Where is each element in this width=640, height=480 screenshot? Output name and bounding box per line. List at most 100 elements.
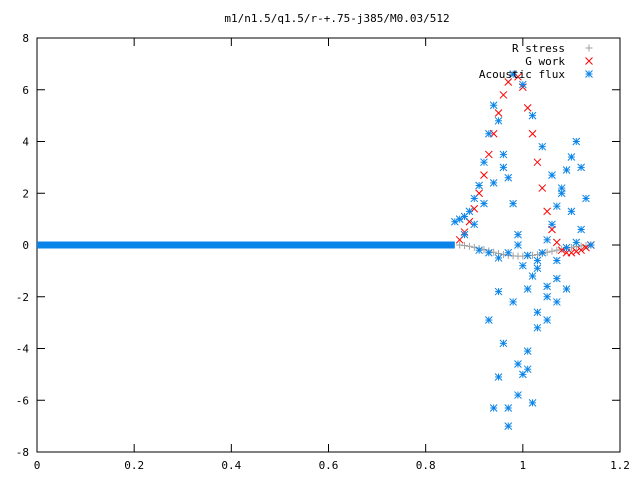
data-point bbox=[514, 391, 522, 399]
data-point bbox=[489, 179, 498, 187]
data-point bbox=[548, 220, 556, 229]
data-point bbox=[582, 194, 590, 203]
data-point bbox=[518, 261, 527, 270]
data-point bbox=[528, 272, 537, 280]
x-tick-label: 0.4 bbox=[221, 459, 241, 472]
data-point bbox=[494, 109, 503, 117]
data-point bbox=[528, 398, 537, 407]
data-point bbox=[533, 264, 542, 273]
y-tick-label: 4 bbox=[22, 136, 29, 149]
data-point bbox=[489, 101, 498, 110]
data-point bbox=[499, 339, 508, 348]
data-point bbox=[577, 163, 585, 172]
y-tick-label: 6 bbox=[22, 84, 29, 97]
data-point bbox=[567, 207, 576, 216]
data-point bbox=[499, 163, 508, 172]
data-point bbox=[484, 316, 493, 324]
data-point bbox=[538, 142, 547, 151]
data-point bbox=[499, 251, 507, 259]
data-point bbox=[518, 370, 527, 379]
data-point bbox=[465, 207, 474, 216]
x-tick-label: 1.2 bbox=[610, 459, 630, 472]
data-point bbox=[504, 173, 513, 182]
data-point bbox=[528, 111, 537, 120]
data-point bbox=[562, 243, 571, 252]
data-point bbox=[484, 150, 493, 159]
data-point bbox=[494, 116, 503, 125]
data-point bbox=[504, 404, 513, 412]
data-point bbox=[514, 241, 522, 249]
data-point bbox=[543, 207, 551, 216]
data-point bbox=[552, 256, 561, 265]
data-point bbox=[543, 316, 551, 324]
data-point bbox=[572, 238, 581, 247]
data-point bbox=[480, 158, 488, 167]
data-point bbox=[523, 347, 532, 355]
data-point bbox=[538, 184, 547, 192]
data-point bbox=[552, 238, 561, 247]
data-point bbox=[509, 70, 517, 79]
data-point bbox=[499, 150, 508, 159]
y-tick-label: -8 bbox=[16, 446, 29, 459]
data-point bbox=[475, 181, 483, 190]
legend-item: R stress bbox=[512, 42, 593, 55]
data-point bbox=[543, 292, 551, 301]
series-acoustic-flux bbox=[450, 70, 595, 430]
data-point bbox=[470, 220, 479, 229]
chart-title: m1/n1.5/q1.5/r-+.75-j385/M0.03/512 bbox=[224, 12, 449, 25]
data-point bbox=[470, 194, 479, 203]
data-point bbox=[489, 404, 498, 412]
data-point bbox=[528, 129, 537, 138]
x-tick-label: 0.6 bbox=[319, 459, 339, 472]
data-point bbox=[543, 235, 551, 244]
data-point bbox=[533, 158, 542, 167]
data-point bbox=[523, 104, 532, 112]
data-point bbox=[586, 241, 595, 249]
data-point bbox=[523, 251, 532, 260]
data-point bbox=[577, 242, 585, 250]
y-axis: -8 -6 -4 -2 0 2 4 6 8 bbox=[16, 32, 620, 459]
x-tick-label: 1 bbox=[520, 459, 527, 472]
x-tick-label: 0.2 bbox=[124, 459, 144, 472]
data-point bbox=[523, 285, 532, 293]
data-point bbox=[572, 247, 581, 256]
legend-label: Acoustic flux bbox=[479, 68, 565, 81]
x-tick-label: 0 bbox=[34, 459, 41, 472]
y-tick-label: 8 bbox=[22, 32, 29, 45]
data-point bbox=[509, 199, 517, 208]
data-point bbox=[567, 153, 576, 161]
data-point bbox=[490, 248, 498, 256]
data-point bbox=[494, 254, 503, 262]
data-point bbox=[460, 230, 469, 239]
y-tick-label: 0 bbox=[22, 239, 29, 252]
legend-label: R stress bbox=[512, 42, 565, 55]
series-g-work bbox=[455, 70, 595, 257]
data-point bbox=[577, 246, 585, 255]
data-point bbox=[509, 298, 517, 306]
legend-item: G work bbox=[525, 55, 593, 68]
data-point bbox=[552, 298, 561, 306]
data-point bbox=[538, 248, 547, 257]
y-tick-label: -2 bbox=[16, 291, 29, 304]
data-point bbox=[548, 247, 556, 255]
data-point bbox=[484, 248, 493, 257]
data-point bbox=[480, 171, 488, 179]
data-point bbox=[465, 242, 473, 250]
data-point bbox=[456, 241, 464, 249]
data-point bbox=[504, 248, 513, 257]
data-point bbox=[557, 189, 566, 198]
legend-label: G work bbox=[525, 55, 565, 68]
data-point bbox=[558, 245, 566, 253]
data-point bbox=[504, 422, 513, 430]
data-point bbox=[514, 230, 522, 239]
legend-marker bbox=[585, 57, 593, 65]
x-axis: 0 0.2 0.4 0.6 0.8 1 1.2 bbox=[34, 38, 630, 472]
y-tick-label: 2 bbox=[22, 187, 29, 200]
data-point bbox=[499, 91, 508, 99]
legend-marker bbox=[585, 44, 593, 52]
legend-marker bbox=[585, 70, 593, 78]
data-point bbox=[533, 256, 542, 265]
legend-item: Acoustic flux bbox=[479, 68, 593, 81]
data-point bbox=[533, 251, 541, 259]
